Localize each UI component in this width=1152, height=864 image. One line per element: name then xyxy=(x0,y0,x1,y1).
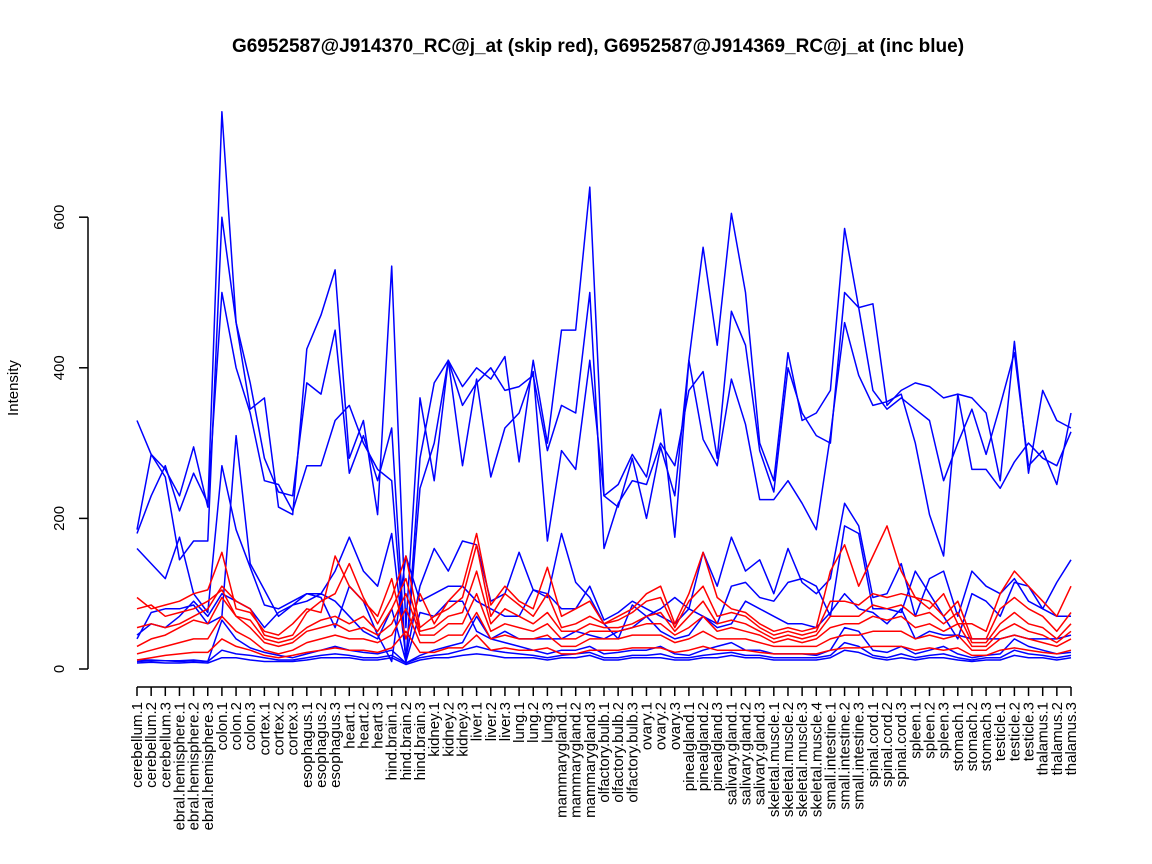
series-line-inc-8 xyxy=(136,641,1072,664)
x-tick-label: small.intestine.2 xyxy=(837,702,854,810)
y-axis-label: Intensity xyxy=(5,360,22,416)
x-tick-label: ebral.hemisphere.2 xyxy=(186,702,203,830)
x-tick-label: esophagus.2 xyxy=(313,702,330,788)
x-tick-label: hind.brain.1 xyxy=(384,702,401,780)
x-tick-label: skeletal.muscle.3 xyxy=(794,702,811,817)
x-tick-label: thalamus.2 xyxy=(1049,702,1066,775)
x-tick-label: lung.1 xyxy=(511,702,528,743)
x-tick-label: skeletal.muscle.2 xyxy=(780,702,797,817)
series-line-skip-11 xyxy=(136,544,1072,640)
series-line-inc-2 xyxy=(136,216,1072,663)
x-tick-label: ovary.2 xyxy=(653,702,670,750)
x-tick-label: testicle.1 xyxy=(992,702,1009,761)
x-tick-label: pinealgland.3 xyxy=(709,702,726,791)
x-tick-label: spinal.cord.1 xyxy=(865,702,882,787)
x-tick-label: ovary.1 xyxy=(639,702,656,750)
x-tick-label: ebral.hemisphere.3 xyxy=(200,702,217,830)
series-line-inc-3 xyxy=(136,291,1072,663)
y-tick-label: 200 xyxy=(51,506,68,531)
x-tick-label: small.intestine.3 xyxy=(851,702,868,810)
x-tick-label: liver.3 xyxy=(497,702,514,741)
x-tick-label: mammarygland.3 xyxy=(582,702,599,818)
series-line-skip-13 xyxy=(136,592,1072,648)
x-tick-label: olfactory.bulb.3 xyxy=(624,702,641,803)
x-tick-label: skeletal.muscle.4 xyxy=(808,702,825,817)
x-tick-label: skeletal.muscle.1 xyxy=(766,702,783,817)
x-tick-label: small.intestine.1 xyxy=(822,702,839,810)
y-tick-label: 400 xyxy=(51,355,68,380)
x-tick-label: thalamus.1 xyxy=(1035,702,1052,775)
x-tick-label: olfactory.bulb.1 xyxy=(596,702,613,803)
x-tick-label: colon.3 xyxy=(242,702,259,750)
series-layer xyxy=(136,111,1072,666)
x-tick-label: lung.3 xyxy=(539,702,556,743)
x-tick-label: spinal.cord.3 xyxy=(893,702,910,787)
y-tick-label: 600 xyxy=(51,205,68,230)
x-tick-label: stomach.2 xyxy=(964,702,981,771)
x-tick-label: salivary.gland.3 xyxy=(752,702,769,805)
x-tick-label: spinal.cord.2 xyxy=(879,702,896,787)
x-tick-label: salivary.gland.2 xyxy=(738,702,755,805)
x-tick-label: spleen.2 xyxy=(922,702,939,759)
series-line-inc-9 xyxy=(136,649,1072,666)
y-tick-label: 0 xyxy=(51,665,68,673)
x-tick-label: kidney.3 xyxy=(455,702,472,757)
series-line-inc-1 xyxy=(136,111,1072,629)
x-tick-label: olfactory.bulb.2 xyxy=(610,702,627,803)
x-tick-label: pinealgland.1 xyxy=(681,702,698,791)
x-tick-label: hind.brain.3 xyxy=(412,702,429,780)
x-tick-label: colon.2 xyxy=(228,702,245,750)
x-tick-label: heart.1 xyxy=(341,702,358,749)
x-tick-label: mammarygland.2 xyxy=(568,702,585,818)
y-axis: 0 200 400 600 xyxy=(51,205,89,673)
x-tick-label: lung.2 xyxy=(525,702,542,743)
x-tick-label: kidney.2 xyxy=(440,702,457,757)
x-tick-label: cerebellum.3 xyxy=(157,702,174,788)
x-tick-label: liver.1 xyxy=(469,702,486,741)
x-tick-label: salivary.gland.1 xyxy=(723,702,740,805)
x-tick-label: stomach.1 xyxy=(950,702,967,771)
series-line-skip-15 xyxy=(136,630,1072,661)
x-tick-label: kidney.1 xyxy=(426,702,443,757)
x-tick-label: spleen.3 xyxy=(936,702,953,759)
x-tick-label: liver.2 xyxy=(483,702,500,741)
x-tick-label: mammarygland.1 xyxy=(554,702,571,818)
x-tick-label: pinealgland.2 xyxy=(695,702,712,791)
series-line-skip-14 xyxy=(136,608,1072,655)
x-tick-label: spleen.1 xyxy=(907,702,924,759)
x-tick-label: esophagus.3 xyxy=(327,702,344,788)
series-line-inc-7 xyxy=(137,615,1072,664)
x-tick-label: hind.brain.2 xyxy=(398,702,415,780)
x-axis: cerebellum.1cerebellum.2cerebellum.3ebra… xyxy=(129,686,1080,830)
x-tick-label: colon.1 xyxy=(214,702,231,750)
x-tick-label: testicle.3 xyxy=(1021,702,1038,761)
x-tick-label: cerebellum.1 xyxy=(129,702,146,788)
x-tick-label: cortex.3 xyxy=(285,702,302,755)
x-tick-label: stomach.3 xyxy=(978,702,995,771)
x-tick-label: cortex.1 xyxy=(256,702,273,755)
chart-title: G6952587@J914370_RC@j_at (skip red), G69… xyxy=(232,36,964,57)
x-tick-label: heart.2 xyxy=(355,702,372,749)
x-tick-label: cerebellum.2 xyxy=(143,702,160,788)
series-line-skip-12 xyxy=(136,570,1072,644)
x-tick-label: testicle.2 xyxy=(1006,702,1023,761)
x-tick-label: esophagus.1 xyxy=(299,702,316,788)
x-tick-label: thalamus.3 xyxy=(1063,702,1080,775)
x-tick-label: ovary.3 xyxy=(667,702,684,750)
x-tick-label: heart.3 xyxy=(370,702,387,749)
x-tick-label: cortex.2 xyxy=(271,702,288,755)
x-tick-label: ebral.hemisphere.1 xyxy=(172,702,189,830)
